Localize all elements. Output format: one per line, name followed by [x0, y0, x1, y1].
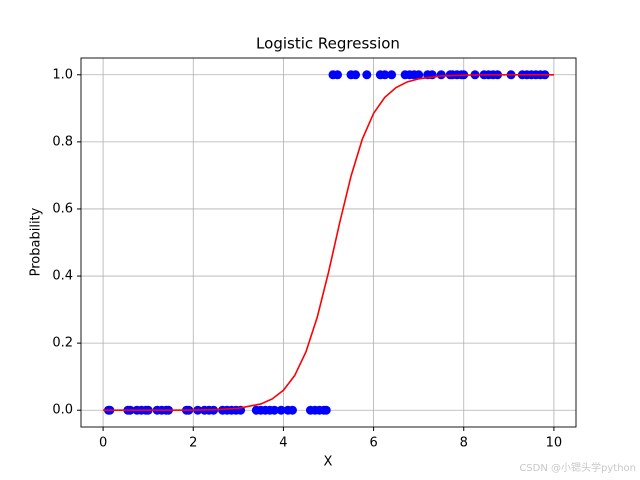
scatter-point [321, 405, 331, 415]
y-tick-label: 0.6 [52, 201, 73, 216]
y-tick-label: 0.8 [52, 134, 73, 149]
y-tick-label: 0.4 [52, 269, 73, 284]
x-tick-label: 0 [99, 436, 107, 451]
scatter-point [414, 70, 424, 80]
scatter-point [287, 405, 297, 415]
scatter-point [276, 405, 286, 415]
scatter-point [387, 70, 397, 80]
x-tick-label: 10 [546, 436, 563, 451]
x-tick-label: 8 [460, 436, 468, 451]
scatter-point [351, 70, 361, 80]
x-axis-label: X [324, 455, 333, 470]
x-tick-label: 2 [189, 436, 197, 451]
scatter-point [362, 70, 372, 80]
x-tick-label: 4 [279, 436, 287, 451]
scatter-point [269, 405, 279, 415]
scatter-point [333, 70, 343, 80]
scatter-point [436, 70, 446, 80]
curve [103, 73, 554, 412]
x-tick-label: 6 [369, 436, 377, 451]
scatter-point [380, 70, 390, 80]
chart-title: Logistic Regression [256, 35, 400, 53]
y-tick-label: 0.0 [52, 403, 73, 418]
watermark: CSDN @小锶头学python [519, 461, 636, 474]
y-tick-label: 0.2 [52, 336, 73, 351]
y-axis-label: Probability [29, 207, 44, 276]
y-tick-label: 1.0 [52, 67, 73, 82]
plot-frame [80, 57, 577, 428]
